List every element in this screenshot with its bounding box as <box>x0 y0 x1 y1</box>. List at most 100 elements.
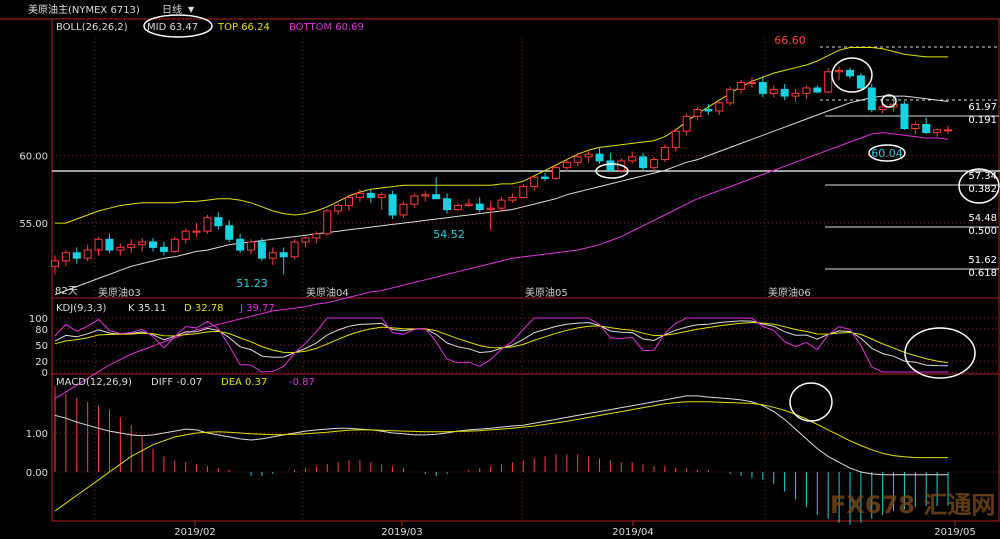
candle-body <box>845 69 854 77</box>
kdj-tick-label: 50 <box>35 341 48 352</box>
contract-label: 美原油03 <box>98 286 141 299</box>
candle-body <box>726 88 735 104</box>
kdj-j-line <box>54 317 948 373</box>
dropdown-arrow-icon[interactable]: ▼ <box>188 5 195 14</box>
candle-body <box>268 252 277 259</box>
low-price-label: 54.52 <box>433 228 465 241</box>
boll-low-label: 60.04 <box>871 147 903 160</box>
candle-body <box>443 198 452 211</box>
candle-body <box>247 241 256 251</box>
y-tick-label: 60.00 <box>19 152 48 163</box>
candle-body <box>715 102 724 112</box>
candle-body <box>867 87 876 111</box>
fib-ratio-label: 0.191 <box>968 115 997 126</box>
candle-body <box>257 241 266 259</box>
contract-label: 美原油06 <box>768 286 811 299</box>
candle-body <box>181 230 190 240</box>
candle-body <box>911 123 920 130</box>
candle-body <box>519 186 528 198</box>
candle-body <box>497 199 506 209</box>
kdj-j-value: J 39.77 <box>239 303 275 314</box>
candle-body <box>900 103 909 130</box>
candle-body <box>464 203 473 206</box>
candle-body <box>61 252 70 262</box>
highlight-circle <box>831 57 873 93</box>
fib-price-label: 51.62 <box>968 255 997 266</box>
fib-price-label: 54.48 <box>968 213 997 224</box>
kdj-tick-label: 100 <box>29 314 48 325</box>
candle-body <box>639 156 648 169</box>
candle-body <box>584 153 593 158</box>
x-axis-label: 2019/02 <box>174 527 216 538</box>
candle-body <box>758 82 767 94</box>
candle-body <box>116 246 125 251</box>
candle-body <box>355 192 364 198</box>
candle-body <box>410 195 419 205</box>
candle-body <box>279 252 288 258</box>
fib-ratio-label: 0.500 <box>968 226 997 237</box>
macd-diff-value: DIFF -0.07 <box>151 377 202 388</box>
candle-body <box>791 92 800 97</box>
sub-label: 82天 <box>55 286 78 297</box>
candle-body <box>933 129 942 134</box>
boll-top-value: TOP 66.24 <box>217 22 270 33</box>
macd-tick-label: 0.00 <box>26 468 48 479</box>
kdj-tick-label: 0 <box>42 368 48 379</box>
candle-body <box>301 237 310 243</box>
candle-body <box>824 71 833 93</box>
y-tick-label: 55.00 <box>19 219 48 230</box>
boll-lower-line <box>54 132 949 400</box>
candle-body <box>203 217 212 232</box>
candle-body <box>432 194 441 200</box>
candle-body <box>105 238 114 251</box>
candle-body <box>530 176 539 188</box>
candle-body <box>878 106 887 111</box>
candle-body <box>366 192 375 198</box>
x-axis-label: 2019/03 <box>381 527 423 538</box>
candle-body <box>595 153 604 162</box>
watermark: FX678 汇通网 <box>830 491 995 519</box>
candle-body <box>671 130 680 148</box>
macd-tick-label: 1.00 <box>26 429 48 440</box>
highlight-circle <box>958 168 1000 204</box>
candle-body <box>72 252 81 259</box>
highlight-circle <box>904 327 976 379</box>
candle-body <box>508 196 517 201</box>
candle-body <box>170 238 179 252</box>
low-price-label: 51.23 <box>236 277 268 290</box>
candle-body <box>377 194 386 198</box>
candle-body <box>660 146 669 161</box>
candle-body <box>780 88 789 97</box>
highlight-circle <box>789 382 833 422</box>
candle-body <box>486 207 495 211</box>
candle-body <box>944 129 952 132</box>
highlight-circle <box>595 163 629 179</box>
macd-hist-value: -0.87 <box>289 377 315 388</box>
candle-body <box>922 123 931 134</box>
kdj-label: KDJ(9,3,3) <box>56 303 107 314</box>
boll-bottom-value: BOTTOM 60.69 <box>289 22 364 33</box>
candle-body <box>149 241 158 248</box>
candle-body <box>399 203 408 216</box>
x-axis-label: 2019/05 <box>934 527 976 538</box>
candle-body <box>802 87 811 94</box>
kdj-d-line <box>54 321 949 364</box>
candle-body <box>551 167 560 179</box>
candle-body <box>225 225 234 240</box>
instrument-title: 美原油主(NYMEX 6713) <box>28 3 140 16</box>
candle-body <box>813 87 822 93</box>
candle-body <box>573 156 582 163</box>
candle-body <box>835 69 844 73</box>
mid-highlight-circle <box>143 14 213 38</box>
period-label: 日线 <box>162 3 182 16</box>
candle-body <box>628 156 637 162</box>
candle-body <box>747 82 756 85</box>
candle-body <box>323 210 332 235</box>
contract-label: 美原油05 <box>525 286 568 299</box>
boll-upper-line <box>55 47 948 224</box>
kdj-tick-label: 80 <box>35 325 48 336</box>
candle-body <box>649 159 658 169</box>
macd-dea-value: DEA 0.37 <box>221 377 267 388</box>
candle-body <box>345 196 354 206</box>
candle-body <box>127 244 136 248</box>
